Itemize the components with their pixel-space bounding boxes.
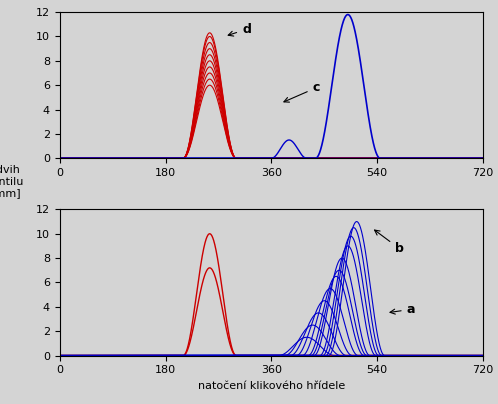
X-axis label: natočení klikového hřídele: natočení klikového hřídele — [198, 381, 345, 391]
Text: c: c — [284, 81, 320, 102]
Text: d: d — [228, 23, 251, 36]
Text: a: a — [390, 303, 415, 316]
Text: b: b — [374, 230, 404, 255]
Text: zdvih
ventilu
[mm]: zdvih ventilu [mm] — [0, 165, 24, 198]
